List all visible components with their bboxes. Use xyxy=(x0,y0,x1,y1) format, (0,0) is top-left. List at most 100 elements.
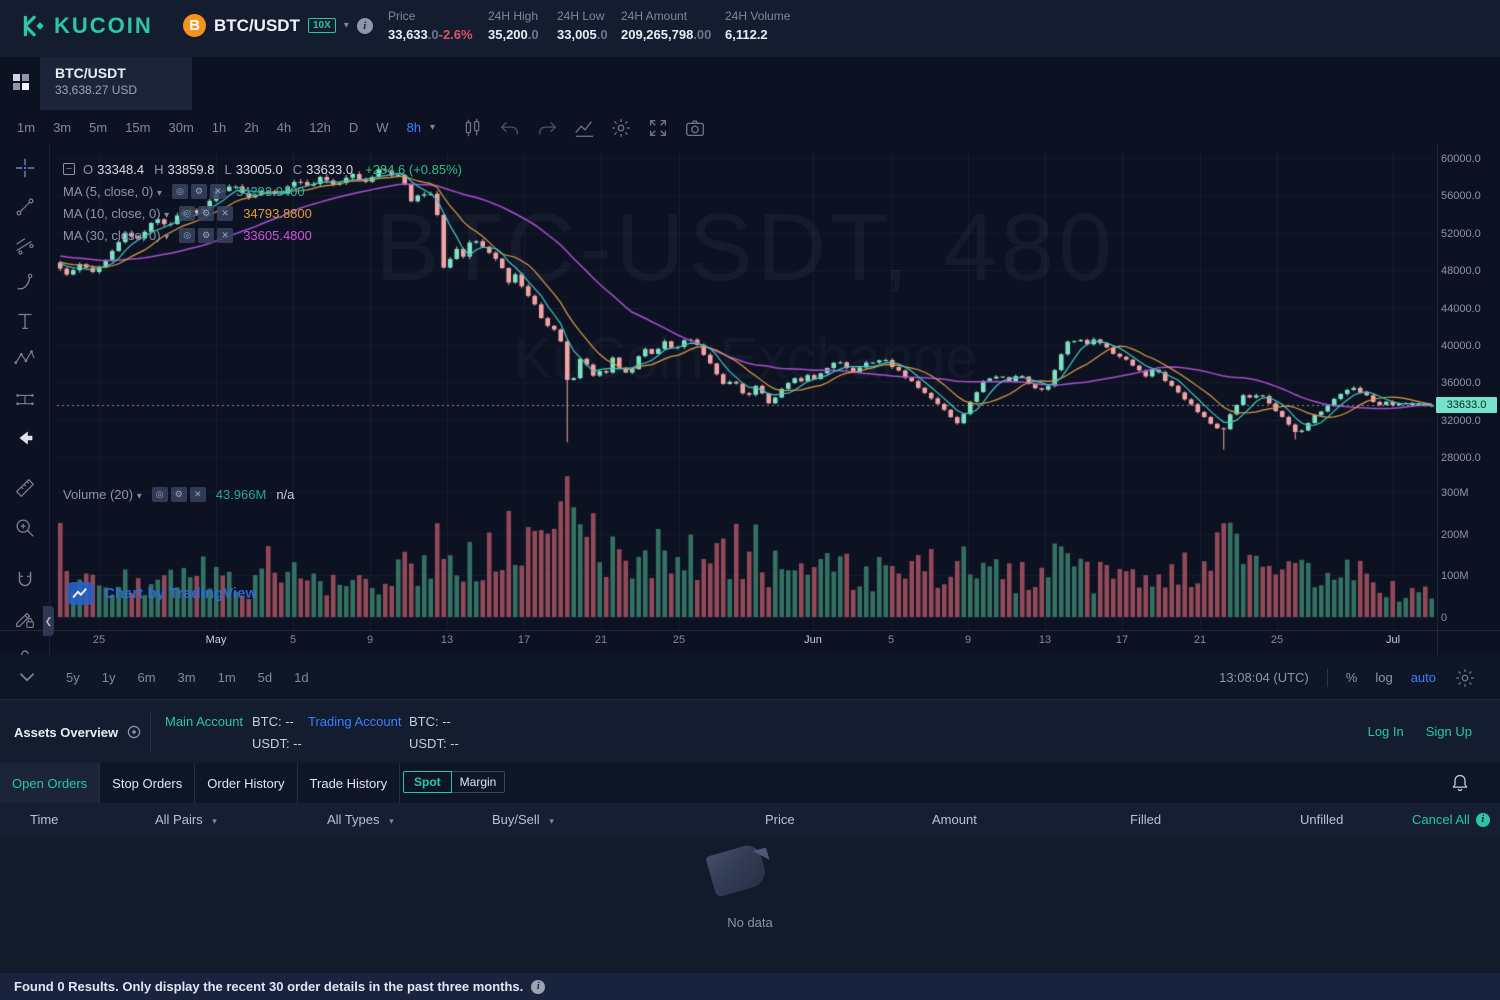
remove-indicator-icon[interactable]: ✕ xyxy=(189,486,206,502)
ma-indicator-row-1: MA (5, close, 0) ▾ ◎ ⚙ ✕ 34293.9400 xyxy=(63,183,305,199)
collapse-toolbar-handle[interactable]: ❮ xyxy=(43,606,54,636)
timeframe-1m[interactable]: 1m xyxy=(17,120,36,135)
range-3m[interactable]: 3m xyxy=(177,670,196,685)
indicator-settings-icon[interactable]: ⚙ xyxy=(170,486,187,502)
tab-stop-orders[interactable]: Stop Orders xyxy=(100,763,196,803)
range-5d[interactable]: 5d xyxy=(257,670,273,685)
timeframe-D[interactable]: D xyxy=(348,120,359,135)
sign-up-link[interactable]: Sign Up xyxy=(1425,724,1472,739)
trading-account-btc: BTC: -- xyxy=(409,714,451,729)
candlestick-chart-canvas[interactable] xyxy=(0,145,1500,655)
indicator-settings-icon[interactable]: ⚙ xyxy=(198,205,215,221)
range-buttons: 5y 1y 6m 3m 1m 5d 1d xyxy=(66,655,309,700)
layout-grid-icon[interactable] xyxy=(12,73,30,91)
eye-icon[interactable] xyxy=(126,724,142,740)
hide-indicator-icon[interactable]: ◎ xyxy=(179,227,196,243)
tradingview-attribution[interactable]: Chart by TradingView xyxy=(67,582,257,605)
chart-toolbar: 1m 3m 5m 15m 30m 1h 2h 4h 12h D W 8h ▾ xyxy=(0,110,1500,145)
fullscreen-icon[interactable] xyxy=(647,117,669,139)
redo-icon[interactable] xyxy=(536,117,558,139)
info-icon[interactable]: i xyxy=(531,979,546,994)
remove-indicator-icon[interactable]: ✕ xyxy=(217,227,234,243)
column-all-pairs[interactable]: All Pairs ▾ xyxy=(155,812,217,827)
chevron-down-icon: ▾ xyxy=(343,20,349,31)
results-summary: Found 0 Results. Only display the recent… xyxy=(14,979,524,994)
current-price-badge: 33633.0 xyxy=(1436,396,1497,413)
divider xyxy=(150,712,151,752)
column-buy-sell[interactable]: Buy/Sell ▾ xyxy=(492,812,554,827)
timeframe-5m[interactable]: 5m xyxy=(89,120,108,135)
tab-trade-history[interactable]: Trade History xyxy=(298,763,401,803)
date-tick: 17 xyxy=(517,634,531,646)
timeframe-1h[interactable]: 1h xyxy=(211,120,227,135)
main-account-label[interactable]: Main Account xyxy=(165,714,244,729)
indicators-icon[interactable] xyxy=(573,117,595,139)
timeframe-12h[interactable]: 12h xyxy=(309,120,331,135)
range-1y[interactable]: 1y xyxy=(101,670,116,685)
bell-icon[interactable] xyxy=(1450,773,1470,793)
range-6m[interactable]: 6m xyxy=(137,670,156,685)
chevron-down-icon[interactable]: ▾ xyxy=(430,122,436,133)
price-tick: 48000.0 xyxy=(1441,265,1481,278)
kucoin-logo[interactable]: KUCOIN xyxy=(20,13,153,39)
timeframe-30m[interactable]: 30m xyxy=(168,120,194,135)
top-bar: KUCOIN B BTC/USDT 10X ▾ i Price 33,633.0-… xyxy=(0,0,1500,57)
log-scale-button[interactable]: log xyxy=(1375,670,1393,685)
margin-button[interactable]: Margin xyxy=(451,771,506,793)
auto-scale-button[interactable]: auto xyxy=(1410,670,1436,685)
spot-button[interactable]: Spot xyxy=(403,771,452,793)
close-value: 33633.0 xyxy=(306,161,354,177)
hide-indicator-icon[interactable]: ◎ xyxy=(179,205,196,221)
ma-indicator-row-2: MA (10, close, 0) ▾ ◎ ⚙ ✕ 34793.8800 xyxy=(63,205,312,221)
tab-open-orders[interactable]: Open Orders xyxy=(0,763,101,803)
leverage-badge: 10X xyxy=(307,18,336,33)
collapse-legend-icon[interactable]: – xyxy=(63,163,75,175)
remove-indicator-icon[interactable]: ✕ xyxy=(209,183,226,199)
log-in-link[interactable]: Log In xyxy=(1367,724,1404,739)
candle-style-icon[interactable] xyxy=(462,117,484,139)
indicator-settings-icon[interactable]: ⚙ xyxy=(198,227,215,243)
date-tick: 9 xyxy=(366,634,374,646)
timeframe-8h-active[interactable]: 8h xyxy=(406,120,422,135)
hide-indicator-icon[interactable]: ◎ xyxy=(151,486,168,502)
settings-gear-icon[interactable] xyxy=(1454,667,1476,689)
date-tick: 5 xyxy=(887,634,895,646)
remove-indicator-icon[interactable]: ✕ xyxy=(217,205,234,221)
timeframe-W[interactable]: W xyxy=(376,120,389,135)
percent-scale-button[interactable]: % xyxy=(1345,670,1358,685)
tab-order-history[interactable]: Order History xyxy=(195,763,298,803)
price-tick: 56000.0 xyxy=(1441,190,1481,203)
date-tick: May xyxy=(205,634,227,646)
results-footer: Found 0 Results. Only display the recent… xyxy=(0,973,1500,1000)
price-tick: 32000.0 xyxy=(1441,414,1481,427)
undo-icon[interactable] xyxy=(499,117,521,139)
low-label: L xyxy=(224,161,232,177)
range-1m[interactable]: 1m xyxy=(217,670,236,685)
chart-area: BTC-USDT, 480 KuCoin Exchange ❮ – O33348… xyxy=(0,145,1500,700)
volume-tick: 200M xyxy=(1441,528,1469,541)
date-tick: 25 xyxy=(92,634,106,646)
column-price: Price xyxy=(765,812,795,827)
column-all-types[interactable]: All Types ▾ xyxy=(327,812,394,827)
timeframe-15m[interactable]: 15m xyxy=(125,120,151,135)
range-5y[interactable]: 5y xyxy=(66,670,80,685)
indicator-settings-icon[interactable]: ⚙ xyxy=(190,183,207,199)
screenshot-icon[interactable] xyxy=(684,117,706,139)
timeframe-2h[interactable]: 2h xyxy=(244,120,259,135)
pair-selector[interactable]: B BTC/USDT 10X ▾ i xyxy=(183,14,373,37)
date-tick: 21 xyxy=(1193,634,1207,646)
orders-tab-bar: Open Orders Stop Orders Order History Trade… xyxy=(0,763,1500,803)
range-1d[interactable]: 1d xyxy=(294,670,309,685)
chart-settings-icon[interactable] xyxy=(610,117,632,139)
orders-table-body: No data xyxy=(0,837,1500,973)
timeframe-3m[interactable]: 3m xyxy=(53,120,72,135)
hide-indicator-icon[interactable]: ◎ xyxy=(171,183,188,199)
chevron-down-icon[interactable] xyxy=(14,664,40,690)
trading-account-label[interactable]: Trading Account xyxy=(308,714,402,729)
tab-btc-usdt[interactable]: BTC/USDT 33,638.27 USD xyxy=(40,57,192,110)
cancel-all-button[interactable]: Cancel All i xyxy=(1412,812,1490,827)
info-icon[interactable]: i xyxy=(356,17,373,34)
timeframe-4h[interactable]: 4h xyxy=(276,120,292,135)
clock[interactable]: 13:08:04 (UTC) xyxy=(1219,670,1309,685)
